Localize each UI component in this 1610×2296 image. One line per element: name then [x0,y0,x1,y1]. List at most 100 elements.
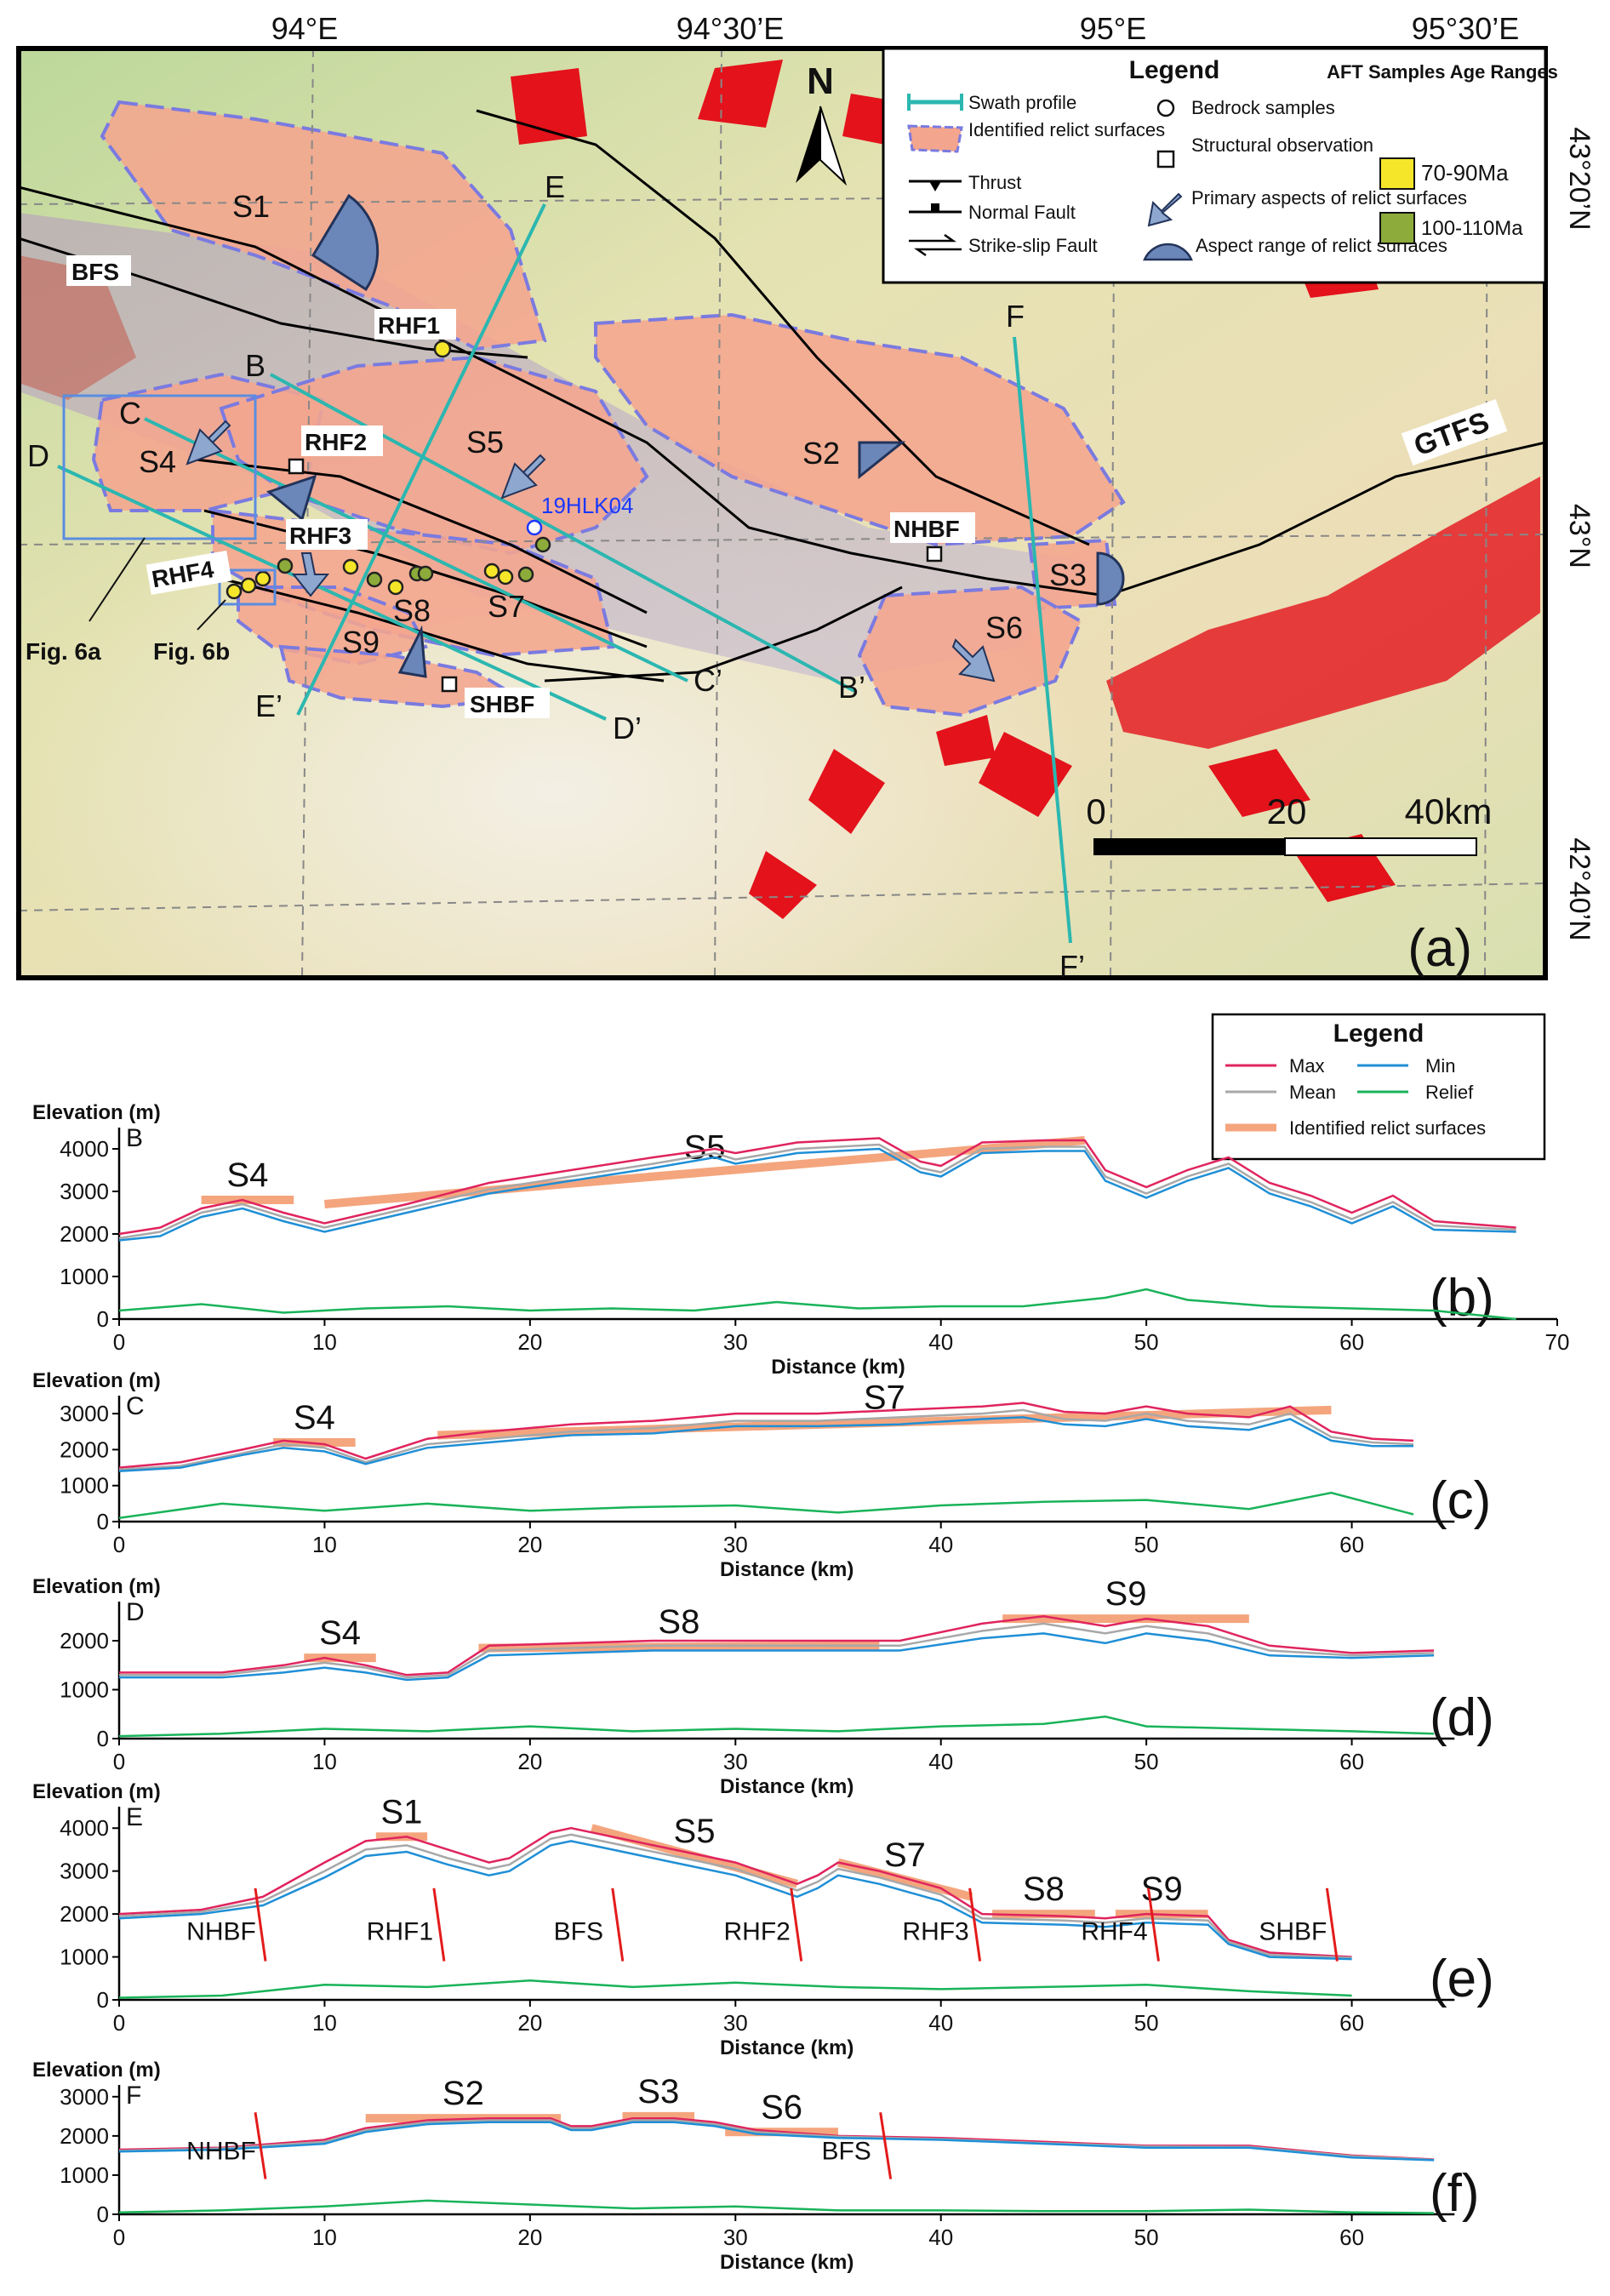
relict-surface-s3 [1027,538,1117,611]
scale-bar-black [1093,838,1285,855]
x-tick-label: 60 [1339,1749,1364,1774]
surface-label-s2: S2 [802,436,840,471]
aspect-fans [265,193,1125,678]
legend-item: Structural observation [1191,134,1373,156]
lon-label: 95°30’E [1412,11,1520,46]
aft-green-swatch [1379,212,1415,244]
map-panel: 94°E 94°30’E 95°E 95°30’E 43°20’N 43°N 4… [16,11,1596,984]
fault-trace [254,2112,267,2179]
fault-label-rhf2: RHF2 [724,1917,791,1945]
x-axis-label: Distance (km) [771,1356,905,1379]
fig6b-leader [197,599,226,631]
x-axis-label: Distance (km) [720,1775,854,1798]
scale-label: 0 [1086,791,1105,831]
sample-points [226,340,551,600]
profile-end-b-prime: B’ [838,670,865,705]
legend-item: Bedrock samples [1191,97,1335,118]
profile-charts: 0 10 20 30 40 50 60 7001000200030004000Elevatio… [32,1101,1569,2274]
sample-point [534,536,551,553]
relict-surface-label-s4: S4 [294,1399,335,1436]
x-tick-label: 40 [928,2225,953,2250]
aspect-arrows [186,420,996,683]
legend-structural-icon [1156,150,1175,168]
legend-mean-label: Mean [1289,1082,1336,1103]
y-tick-label: 0 [97,2202,109,2227]
relict-surface-label-s4: S4 [226,1157,268,1194]
north-arrow-icon-half [819,106,848,186]
aft-range: 70-90Ma [1421,160,1509,186]
x-tick-label: 50 [1134,1532,1159,1557]
series-min [118,1416,1413,1473]
profile-start-label: C [126,1392,145,1420]
aft-range: 100-110Ma [1421,217,1523,240]
x-tick-label: 30 [723,2010,748,2036]
series-min [118,2121,1435,2162]
profiles-legend-box [1211,1013,1546,1161]
profile-chart-d: 0 10 20 30 40 50 60 0 1000 2000 Elevation (m)D Dist… [32,1575,1494,1798]
profile-end-d-prime: D’ [613,711,642,745]
y-tick-label: 0 [97,1987,109,2013]
profile-chart-e: 0 10 20 30 40 50 60 0 1000 2000 3000 4000 Elevation … [32,1780,1494,2059]
fault-label-bfs: BFS [71,259,119,285]
profile-end-e: E [545,169,565,204]
x-tick-label: 60 [1339,1329,1364,1355]
surface-label-s3: S3 [1049,557,1087,592]
y-tick-label: 3000 [60,1401,109,1426]
x-tick-label: 30 [723,1749,748,1774]
profile-end-f-prime: F’ [1059,949,1085,984]
x-tick-label: 50 [1134,2010,1159,2036]
profile-start-label: F [126,2082,141,2110]
map-labels: 94°E 94°30’E 95°E 95°30’E 43°20’N 43°N 4… [26,11,1596,984]
profile-end-d: D [27,438,49,473]
aspect-range-s3 [1096,551,1125,606]
x-tick-label: 10 [312,2010,337,2036]
profile-start-label: E [126,1803,143,1831]
legend-strike-slip-icon [909,233,962,257]
x-tick-label: 70 [1545,1329,1570,1355]
series-relief [118,1288,1516,1321]
fault-trace [254,1888,267,1962]
legend-aspect-arrow-icon [1147,192,1183,227]
y-tick-label: 0 [97,1306,109,1332]
site-label-bg [374,309,456,340]
x-tick-label: 40 [928,1329,953,1355]
aspect-range-s9 [397,625,427,678]
relict-surface-label-s8: S8 [1023,1870,1065,1908]
series-max [119,1615,1435,1676]
fault-label-shbf: SHBF [1259,1917,1327,1945]
relict-surface-label-s5: S5 [674,1813,716,1850]
fault-bfs [19,186,1107,597]
x-tick-label: 60 [1339,1532,1364,1557]
y-tick-label: 1000 [60,1473,109,1499]
relict-surface-label-s2: S2 [442,2075,484,2112]
y-tick-label: 3000 [60,1859,109,1884]
site-label-19hlk04: 19HLK04 [541,493,633,518]
y-tick-label: 2000 [60,1436,109,1462]
scale-bar-white [1284,837,1477,856]
x-tick-label: 20 [517,2225,542,2250]
y-axis-label: Elevation (m) [32,1369,161,1392]
lon-label: 94°E [271,11,338,46]
y-tick-label: 2000 [60,1221,109,1247]
x-tick-label: 20 [517,1329,542,1355]
relict-surface-label-s8: S8 [658,1603,699,1641]
fault-trace [611,1888,625,1962]
fault-rhf4 [220,577,665,683]
x-tick-label: 30 [723,1329,748,1355]
legend-item: Swath profile [968,92,1076,113]
lat-label: 42°40’N [1563,837,1596,940]
panel-label-f: (f) [1430,2164,1480,2223]
aft-yellow-swatch [1379,157,1415,190]
fault-north [476,109,1090,546]
fault-trace [879,2112,893,2179]
x-tick-label: 60 [1339,2010,1364,2036]
obs-shbf [441,676,458,693]
sample-19hlk04 [526,519,543,536]
relict-surface-label-s3: S3 [637,2073,679,2110]
sample-point [277,557,294,574]
sample-point [517,566,534,583]
sample-point [240,577,257,594]
x-tick-label: 40 [928,1749,953,1774]
series-relief [118,1979,1352,1999]
fault-label-rhf1: RHF1 [367,1917,433,1945]
